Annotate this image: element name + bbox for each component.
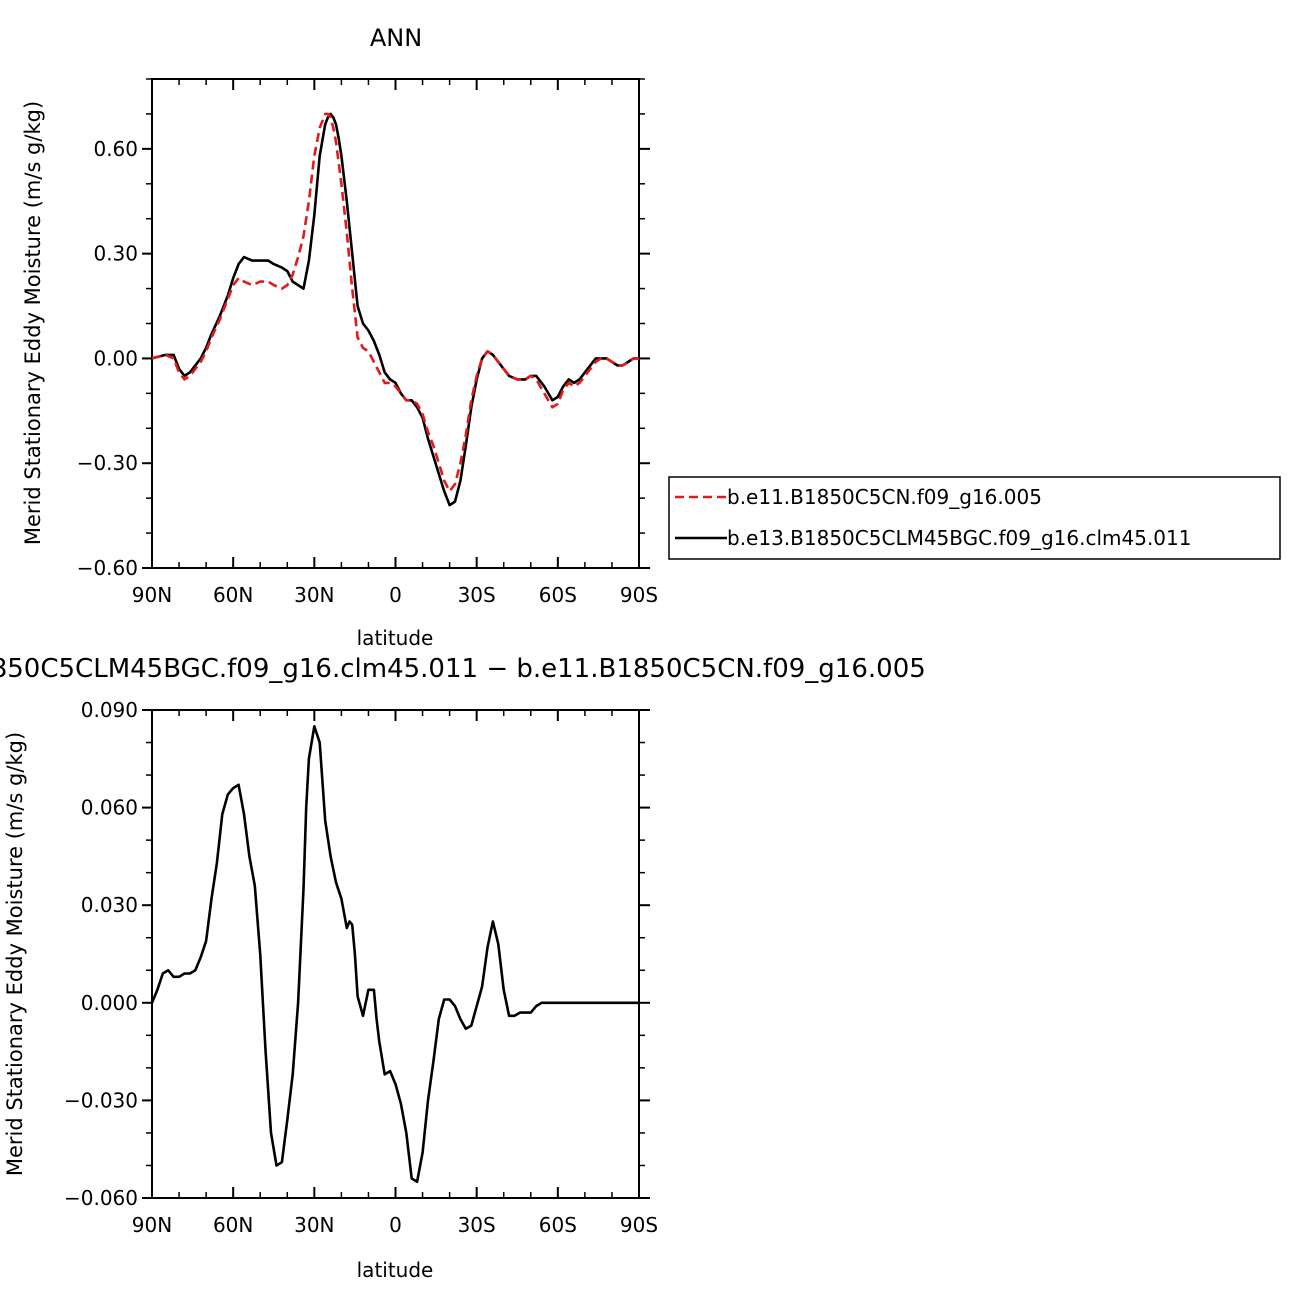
top-axis-ticks: 90N 60N 30N 0 30S 60S 90S 0.60 0.30 0.00 −0.30 −0.6… (77, 78, 658, 607)
top-y-tick-label: 0.30 (93, 242, 138, 266)
bottom-chart-panel: b.e13.B1850C5CLM45BGC.f09_g16.clm45.011 … (0, 654, 926, 1282)
legend-label-series-1: b.e11.B1850C5CN.f09_g16.005 (727, 485, 1042, 509)
top-x-tick-label: 0 (389, 583, 402, 607)
bottom-y-tick-label: 0.090 (81, 698, 138, 722)
bottom-x-tick-label: 0 (389, 1213, 402, 1237)
top-y-tick-label: 0.60 (93, 137, 138, 161)
top-chart-panel: ANN 90N 60N 30N 0 30S 60S 90S 0.60 0.30 0.00 −0.30… (21, 24, 658, 650)
bottom-x-tick-label: 30S (458, 1213, 496, 1237)
top-x-tick-label: 90N (132, 583, 172, 607)
top-x-axis-label: latitude (357, 626, 434, 650)
bottom-x-tick-label: 60S (539, 1213, 577, 1237)
bottom-y-tick-label: 0.000 (81, 991, 138, 1015)
bottom-series-lines (150, 725, 639, 1183)
top-x-tick-label: 30N (294, 583, 334, 607)
legend-label-series-2: b.e13.B1850C5CLM45BGC.f09_g16.clm45.011 (727, 526, 1191, 550)
bottom-x-tick-label: 30N (294, 1213, 334, 1237)
legend: b.e11.B1850C5CN.f09_g16.005 b.e13.B1850C… (668, 476, 1281, 560)
bottom-x-tick-label: 60N (213, 1213, 253, 1237)
top-y-tick-label: −0.30 (77, 451, 138, 475)
top-y-axis-label: Merid Stationary Eddy Moisture (m/s g/kg… (21, 101, 45, 545)
top-chart-title: ANN (370, 24, 422, 52)
bottom-series-line-black-solid (150, 725, 639, 1183)
bottom-x-tick-label: 90N (132, 1213, 172, 1237)
bottom-y-tick-label: −0.060 (64, 1186, 138, 1210)
bottom-chart-title: b.e13.B1850C5CLM45BGC.f09_g16.clm45.011 … (0, 654, 926, 684)
legend-box (668, 476, 1281, 560)
bottom-y-tick-label: 0.060 (81, 796, 138, 820)
top-series-line-red-dashed (151, 112, 639, 493)
top-x-tick-label: 30S (458, 583, 496, 607)
top-y-tick-label: −0.60 (77, 556, 138, 580)
bottom-y-axis-label: Merid Stationary Eddy Moisture (m/s g/kg… (3, 732, 27, 1176)
top-series-lines (151, 112, 639, 507)
top-series-line-black-solid (151, 112, 639, 507)
bottom-x-axis-label: latitude (357, 1258, 434, 1282)
bottom-y-tick-label: 0.030 (81, 893, 138, 917)
top-x-tick-label: 90S (620, 583, 658, 607)
bottom-y-tick-label: −0.030 (64, 1088, 138, 1112)
top-plot-frame (151, 78, 640, 569)
top-x-tick-label: 60S (539, 583, 577, 607)
bottom-axis-ticks: 90N 60N 30N 0 30S 60S 90S 0.090 0.060 0.030 0.000 −… (64, 698, 658, 1237)
bottom-plot-frame (151, 709, 640, 1199)
top-x-tick-label: 60N (213, 583, 253, 607)
bottom-x-tick-label: 90S (620, 1213, 658, 1237)
top-y-tick-label: 0.00 (93, 346, 138, 370)
